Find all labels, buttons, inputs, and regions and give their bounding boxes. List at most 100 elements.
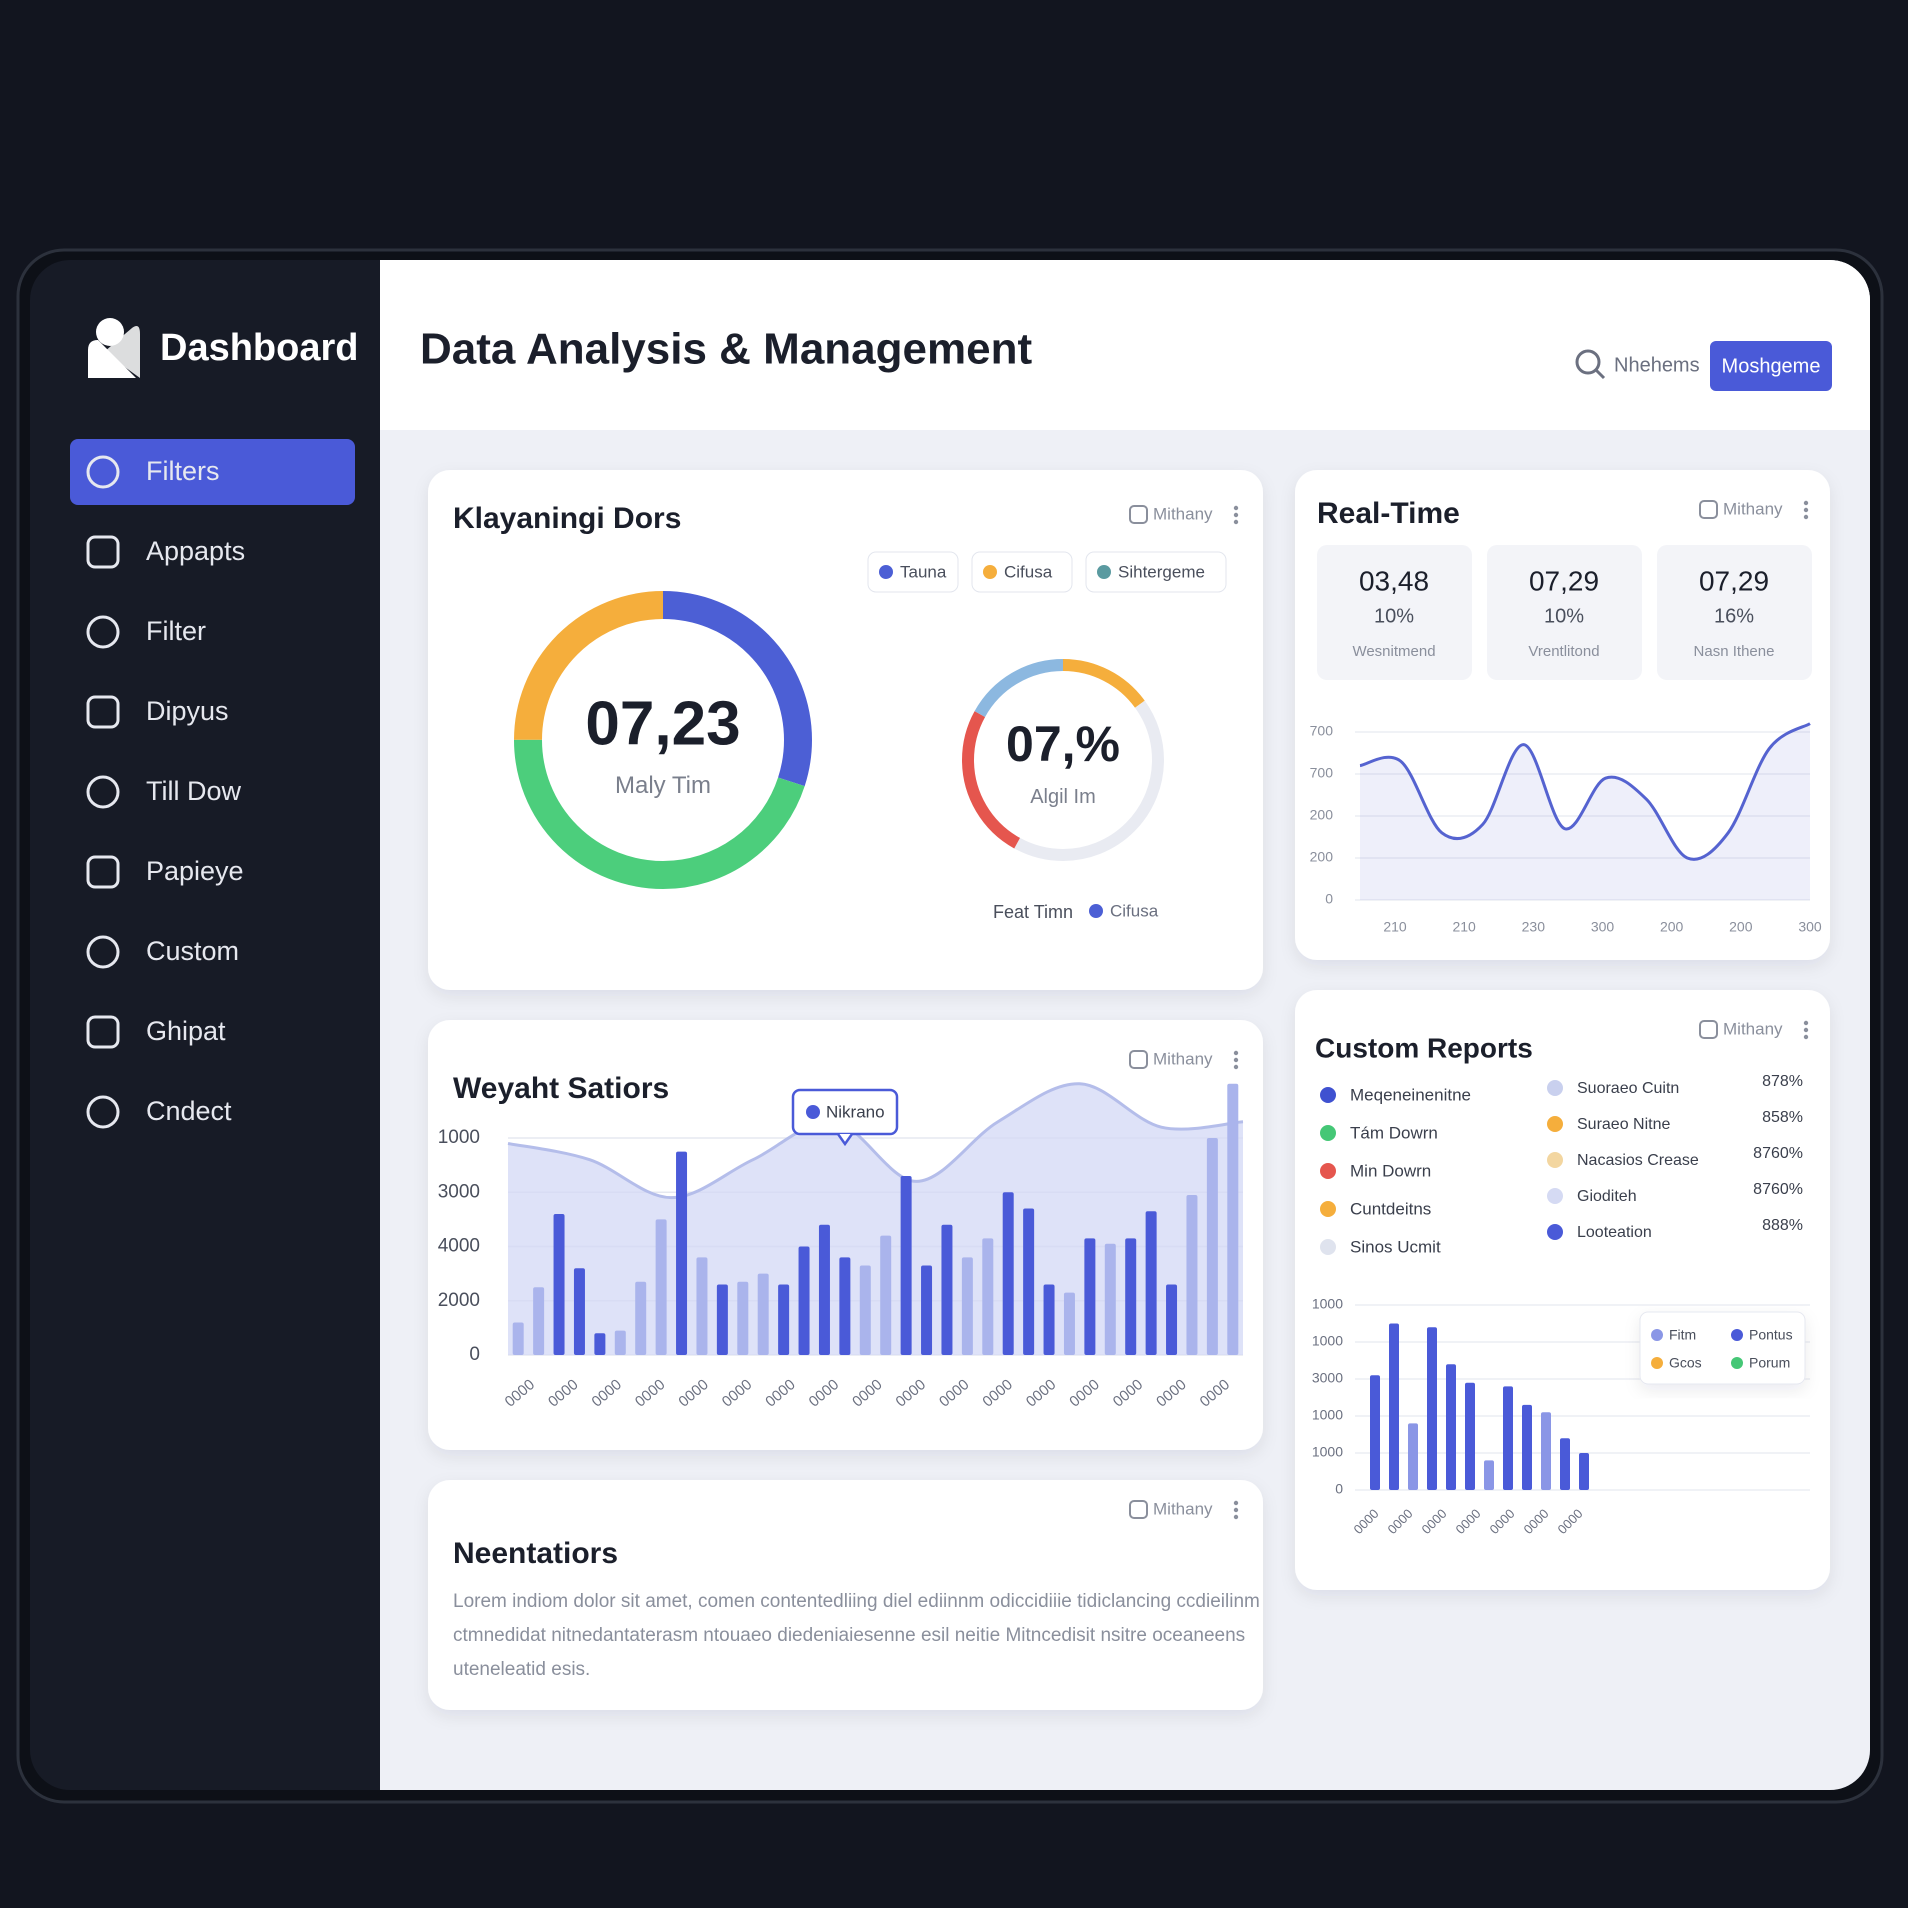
chart-legend-dot [1651,1329,1663,1341]
y-tick-label: 2000 [438,1290,480,1311]
bar [1084,1238,1096,1355]
notes-text: ctmnedidat nitnedantaterasm ntouaeo died… [453,1625,1245,1646]
chart-legend-dot [1731,1329,1743,1341]
bar [1104,1243,1116,1355]
nav-icon [86,855,120,889]
list-label: Min Dowrn [1350,1161,1431,1180]
bar [1186,1194,1198,1355]
y-tick-label: 1000 [438,1127,480,1148]
kpi-label: Nasn Ithene [1694,643,1775,660]
menu-label: Mithany [1153,1049,1213,1068]
y-tick-label: 700 [1310,723,1334,739]
bar [716,1284,728,1355]
donut-segment [962,659,1164,861]
card-title: Weyaht Satiors [453,1072,669,1105]
menu-label: Mithany [1723,1019,1783,1038]
list-value: 8760% [1753,1145,1803,1162]
bar [655,1219,667,1355]
bar [1370,1375,1380,1490]
bar [512,1322,524,1355]
list-dot [1547,1152,1563,1168]
y-tick-label: 1000 [1312,1333,1343,1349]
bar [594,1333,606,1355]
legend-pill [971,551,1073,593]
card-menu[interactable]: Mithany [1699,499,1809,520]
list-label: Gioditeh [1577,1188,1637,1205]
x-tick-label: 230 [1522,919,1546,935]
donut-segment [514,591,812,889]
reports-card [1295,990,1830,1590]
y-tick-label: 0 [1335,1481,1343,1497]
card-menu[interactable]: Mithany [1129,1049,1239,1070]
header-button[interactable]: Moshgeme [1710,341,1832,391]
card-title: Custom Reports [1315,1032,1533,1063]
card-menu[interactable]: Mithany [1129,1499,1239,1520]
notes-card [428,1480,1263,1710]
search-icon-handle [1594,368,1606,380]
nav-icon [86,455,120,489]
y-tick-label: 4000 [438,1236,480,1257]
y-tick-label: 3000 [438,1181,480,1202]
y-tick-label: 1000 [1312,1296,1343,1312]
nav-label: Papieye [146,856,244,886]
list-dot [1547,1188,1563,1204]
button-label: Moshgeme [1722,355,1821,377]
kpi-value: 03,48 [1359,565,1429,596]
bar [961,1257,973,1355]
bar [1560,1438,1570,1490]
bar [941,1224,953,1355]
nav-item[interactable]: Ghipat [86,1015,226,1049]
list-dot [1320,1125,1336,1141]
chart-legend-label: Gcos [1669,1355,1702,1371]
list-label: Suoraeo Cuitn [1577,1080,1679,1097]
card-menu[interactable]: Mithany [1129,504,1239,525]
bar [1063,1292,1075,1355]
bar [1484,1460,1494,1490]
nav-item[interactable]: Till Dow [86,775,242,809]
donut-label: Maly Tim [615,772,711,799]
bar [1166,1284,1178,1355]
list-value: 858% [1762,1109,1803,1126]
menu-dot [1233,505,1239,511]
kpi-change: 10% [1374,605,1414,627]
search-icon [1575,349,1601,375]
nav-item[interactable]: Cndect [86,1095,232,1129]
bar [798,1246,810,1355]
bar [1446,1364,1456,1490]
page-title: Data Analysis & Management [420,325,1032,374]
nav-item[interactable]: Custom [86,935,239,969]
bar [1579,1453,1589,1490]
bar [1465,1382,1475,1490]
tooltip: Nikrano [791,1088,899,1147]
bar [818,1224,830,1355]
card-menu[interactable]: Mithany [1699,1019,1809,1040]
list-dot [1547,1080,1563,1096]
list-dot [1547,1224,1563,1240]
donut-label: Algil Im [1030,786,1096,808]
nav-icon [86,695,120,729]
bar [1408,1423,1418,1490]
list-value: 888% [1762,1217,1803,1234]
list-label: Meqeneinenitne [1350,1085,1471,1104]
menu-label: Mithany [1153,504,1213,523]
menu-dot [1233,1064,1239,1070]
menu-dot [1803,514,1809,520]
card-title: Real-Time [1317,497,1460,530]
nav-item[interactable]: Papieye [86,855,244,889]
y-tick-label: 1000 [1312,1444,1343,1460]
bar [1043,1284,1055,1355]
nav-item[interactable]: Filters [70,439,355,505]
nav-item[interactable]: Filter [86,615,206,649]
menu-dot [1803,1027,1809,1033]
footer-dot [1089,904,1103,918]
nav-item[interactable]: Dipyus [86,695,229,729]
nav-item[interactable]: Appapts [86,535,245,569]
legend-dot [1097,565,1111,579]
brand-name: Dashboard [160,327,358,369]
menu-icon [1129,1050,1148,1069]
list-dot [1320,1239,1336,1255]
search[interactable]: Nhehems [1575,349,1700,380]
